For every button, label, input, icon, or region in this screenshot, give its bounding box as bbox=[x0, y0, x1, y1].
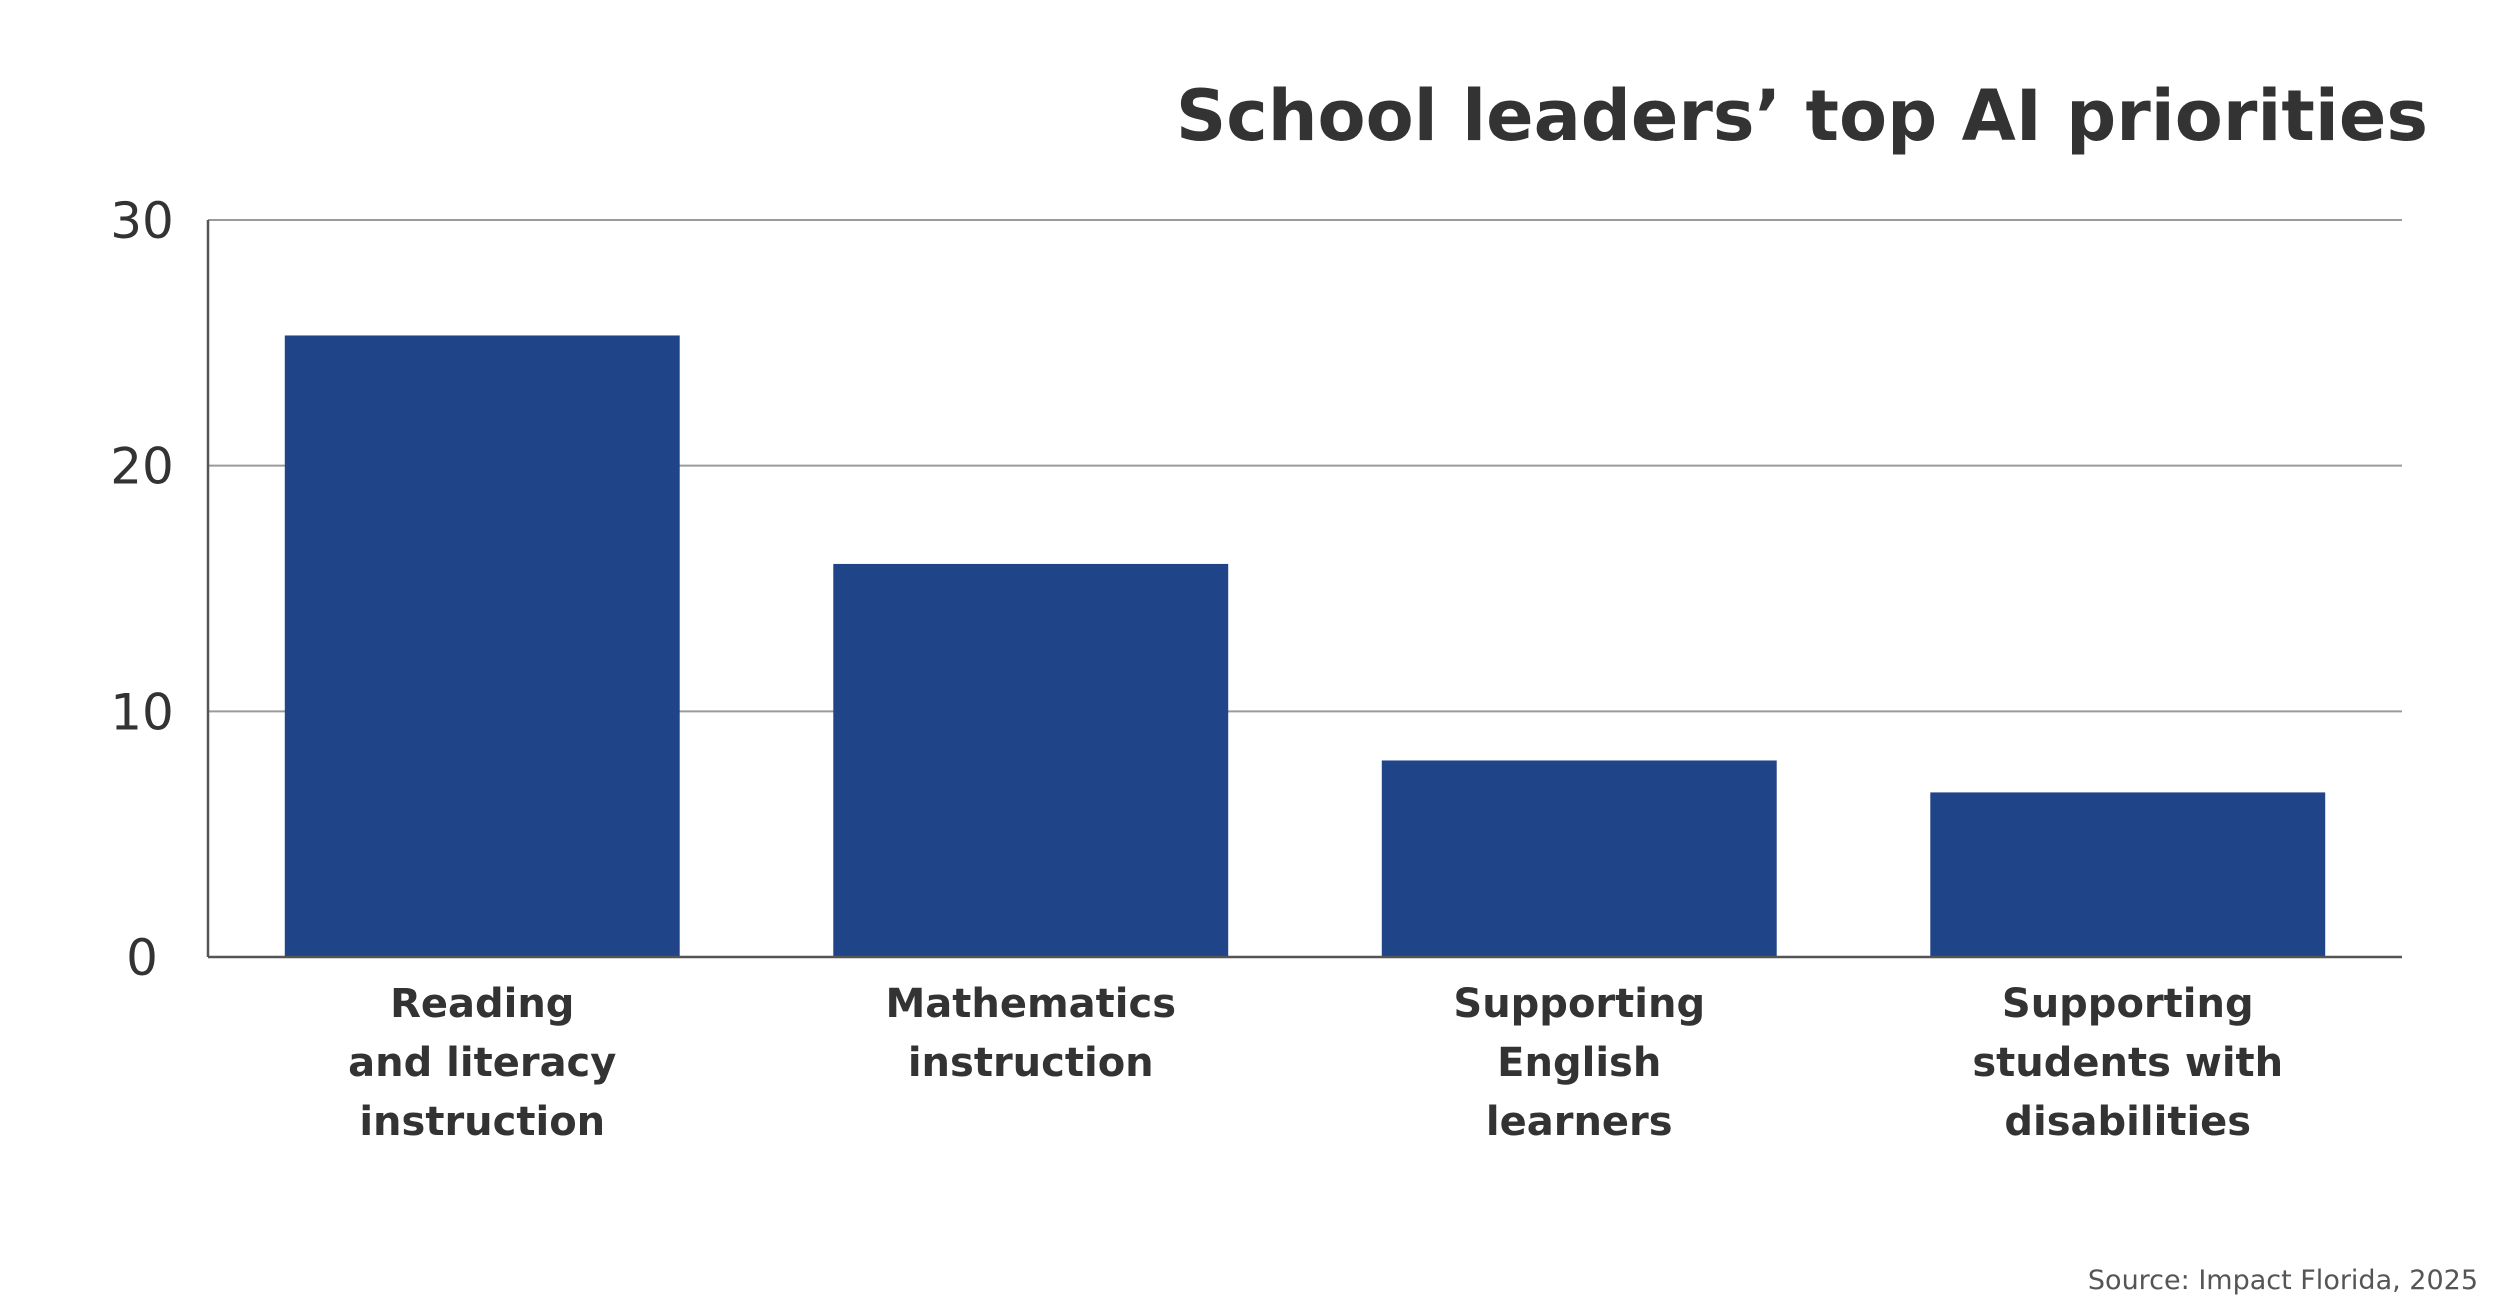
y-tick-label: 0 bbox=[126, 929, 158, 987]
x-category-label: Supporting English learners bbox=[1453, 981, 1705, 1145]
x-category-label-line: Supporting bbox=[1453, 981, 1705, 1027]
x-category-label-line: students with bbox=[1972, 1040, 2283, 1086]
x-category-label-line: instruction bbox=[359, 1099, 605, 1145]
x-category-label: Mathematics instruction bbox=[885, 981, 1176, 1086]
x-category-label-line: English bbox=[1497, 1040, 1661, 1086]
x-category-label-line: and literacy bbox=[348, 1040, 616, 1086]
axes bbox=[206, 220, 2402, 959]
x-category-label-line: disabilities bbox=[2004, 1099, 2251, 1145]
bar bbox=[1930, 792, 2326, 957]
x-category-label-line: Mathematics bbox=[885, 981, 1176, 1027]
chart-title: School leaders’ top AI priorities bbox=[1176, 75, 2428, 157]
y-tick-label: 10 bbox=[110, 683, 174, 741]
x-category-label: Supporting students with disabilities bbox=[1972, 981, 2283, 1145]
x-category-label: Reading and literacy instruction bbox=[348, 981, 616, 1145]
x-category-label-line: instruction bbox=[908, 1040, 1154, 1086]
x-category-label-line: Reading bbox=[390, 981, 574, 1027]
source-note: Source: Impact Florida, 2025 bbox=[2088, 1265, 2478, 1296]
bars bbox=[284, 335, 2326, 957]
x-category-label-line: Supporting bbox=[2002, 981, 2254, 1027]
y-tick-label: 30 bbox=[110, 192, 174, 250]
y-tick-label: 20 bbox=[110, 438, 174, 496]
bar bbox=[833, 563, 1229, 957]
bar bbox=[1381, 760, 1777, 957]
x-category-label-line: learners bbox=[1486, 1099, 1673, 1145]
y-tick-labels: 0 10 20 30 bbox=[110, 192, 174, 987]
bar bbox=[284, 335, 680, 957]
x-category-labels: Reading and literacy instructionMathematic… bbox=[348, 981, 2283, 1145]
